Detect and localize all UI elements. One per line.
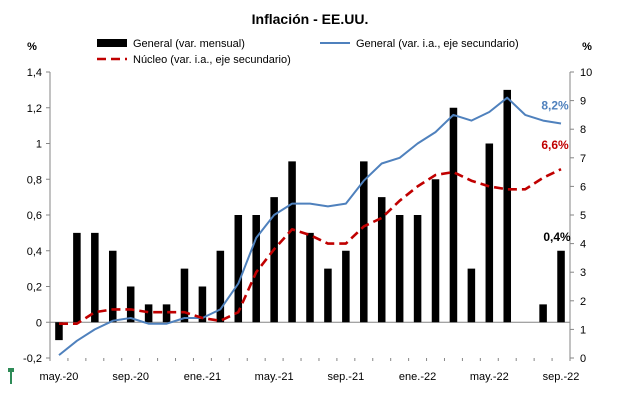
bar-series [55, 89, 565, 341]
left-tick-label: 1,4 [27, 67, 42, 79]
right-tick-label: 4 [580, 239, 586, 251]
x-tick-label: may.-21 [255, 371, 294, 383]
left-tick-label: 0,4 [27, 246, 42, 258]
bar-mark [91, 232, 99, 323]
x-tick-label: sep.-21 [328, 371, 365, 383]
bar-mark [126, 286, 135, 323]
bar-mark [234, 215, 243, 323]
bar-mark [288, 161, 296, 323]
bar-mark [252, 215, 260, 323]
bar-mark [395, 215, 404, 323]
value-annotation: 0,4% [543, 230, 571, 244]
left-tick-label: 1,2 [27, 103, 42, 115]
bar-mark [539, 304, 547, 323]
bar-mark [467, 268, 476, 323]
right-tick-label: 3 [580, 267, 586, 279]
legend-label: General (var. mensual) [133, 38, 245, 50]
bar-mark [431, 179, 440, 323]
bar-mark [449, 107, 458, 323]
chart-title: Inflación - EE.UU. [252, 11, 369, 27]
left-tick-label: 0 [36, 317, 42, 329]
corner-marker-icon [8, 368, 14, 384]
right-axis-unit: % [582, 41, 592, 53]
x-tick-label: may.-22 [470, 371, 509, 383]
left-tick-label: -0,2 [23, 353, 42, 365]
bar-mark [270, 197, 278, 323]
right-tick-label: 10 [580, 67, 592, 79]
bar-mark [413, 215, 422, 323]
right-tick-label: 8 [580, 124, 586, 136]
bar-mark [144, 304, 153, 323]
bar-mark [73, 232, 81, 323]
bar-mark [503, 89, 512, 323]
legend-label: Núcleo (var. i.a., eje secundario) [133, 54, 291, 66]
bar-mark [180, 268, 189, 323]
left-tick-label: 0,6 [27, 210, 42, 222]
right-tick-label: 2 [580, 296, 586, 308]
bar-mark [55, 322, 63, 341]
bar-mark [377, 197, 386, 323]
bar-mark [162, 304, 171, 323]
x-tick-label: sep.-20 [112, 371, 149, 383]
x-tick-label: may.-20 [40, 371, 79, 383]
bar-mark [198, 286, 207, 323]
line-series [58, 96, 562, 356]
right-tick-label: 5 [580, 210, 586, 222]
x-tick-label: ene.-21 [184, 371, 221, 383]
bar-mark [108, 250, 117, 323]
left-axis-unit: % [27, 41, 37, 53]
right-tick-label: 7 [580, 153, 586, 165]
bar-mark [306, 232, 314, 323]
bar-mark [216, 250, 225, 323]
bar-mark [324, 268, 332, 323]
left-tick-label: 0,2 [27, 282, 42, 294]
headline-inflation-line [58, 96, 562, 356]
chart-axes: -0,2 0 0,2 0,4 0,6 0,8 1 1,2 1,4 0 1 2 3 4 5 6 7 8 9 10 may.… [23, 67, 592, 383]
bar-mark [360, 161, 368, 323]
value-annotation: 8,2% [541, 98, 569, 112]
right-tick-label: 0 [580, 353, 586, 365]
legend-label: General (var. i.a., eje secundario) [356, 38, 519, 50]
left-tick-label: 0,8 [27, 174, 42, 186]
right-tick-label: 1 [580, 324, 586, 336]
right-tick-label: 9 [580, 96, 586, 108]
chart-legend: General (var. mensual) General (var. i.a.… [97, 38, 519, 66]
bar-mark [342, 250, 350, 323]
core-inflation-line [59, 168, 562, 326]
chart-annotations: 8,2% 6,6% 0,4% [541, 98, 571, 243]
legend-swatch-bar [97, 39, 127, 47]
bar-mark [485, 143, 494, 323]
bar-mark [557, 250, 565, 323]
x-tick-label: ene.-22 [399, 371, 436, 383]
value-annotation: 6,6% [541, 138, 569, 152]
left-tick-label: 1 [36, 139, 42, 151]
x-tick-label: sep.-22 [543, 371, 580, 383]
right-tick-label: 6 [580, 181, 586, 193]
